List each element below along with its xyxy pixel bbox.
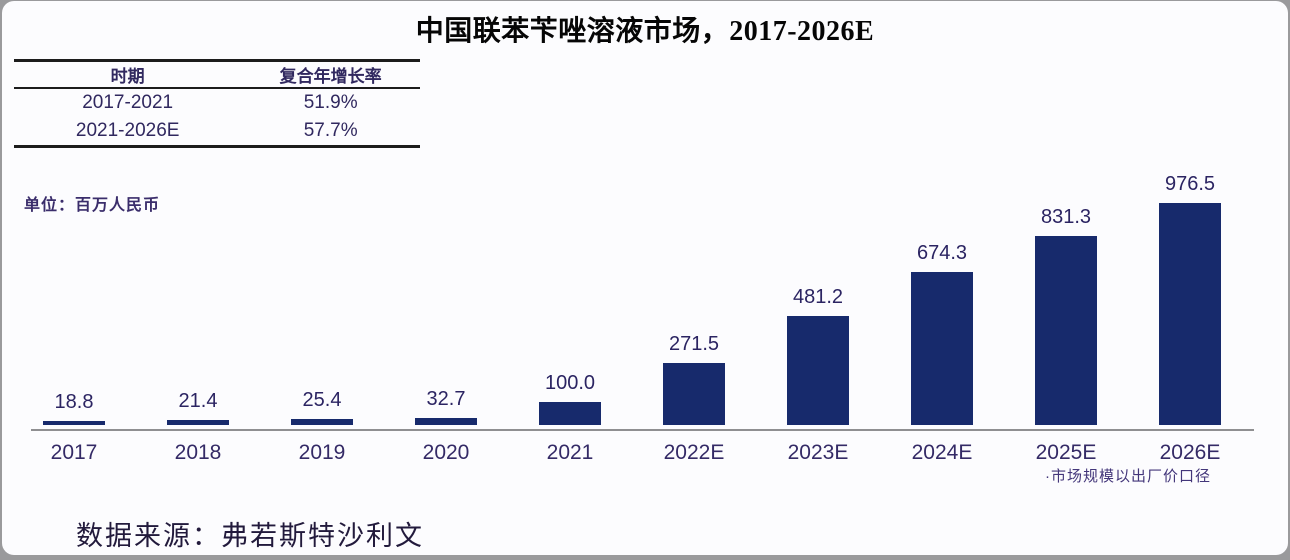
bar-2019 [291, 419, 353, 425]
bar-2024E [911, 271, 973, 425]
bar-2023E [787, 315, 849, 425]
x-tick-label: 2025E [1035, 441, 1097, 464]
bar-value-label: 674.3 [916, 241, 968, 264]
x-axis-line [31, 429, 1254, 431]
bar-slot: 18.8 [12, 165, 136, 425]
table-row: 2021-2026E 57.7% [14, 117, 420, 145]
cagr-rate-cell: 51.9% [303, 92, 358, 113]
bar-slot: 674.3 [880, 165, 1004, 425]
bar-value-label: 481.2 [792, 285, 844, 308]
cagr-period-cell: 2017-2021 [82, 92, 174, 113]
cagr-table: 时期 复合年增长率 2017-2021 51.9% 2021-2026E 57.… [14, 59, 420, 148]
cagr-rate-cell: 57.7% [303, 120, 358, 141]
cagr-header-period: 时期 [110, 67, 145, 86]
bar-value-label: 25.4 [302, 389, 342, 412]
bar-value-label: 100.0 [544, 372, 596, 395]
bar-value-label: 976.5 [1164, 173, 1216, 195]
table-row: 2017-2021 51.9% [14, 89, 420, 117]
bar-slot: 481.2 [756, 165, 880, 425]
x-tick-label: 2020 [422, 441, 470, 464]
bar-slot: 25.4 [260, 165, 384, 425]
bar-value-label: 21.4 [178, 390, 218, 413]
bar-slot: 976.5 [1128, 165, 1252, 425]
bar-slot: 271.5 [632, 165, 756, 425]
bar-value-label: 271.5 [668, 333, 720, 356]
data-source: 数据来源：弗若斯特沙利文 [76, 521, 424, 551]
x-tick-label: 2018 [174, 441, 222, 464]
cagr-period-cell: 2021-2026E [75, 120, 180, 141]
cagr-table-header-row: 时期 复合年增长率 [14, 62, 420, 89]
x-tick-label: 2021 [546, 441, 594, 464]
bar-2025E [1035, 236, 1097, 425]
unit-label: 单位：百万人民币 [24, 197, 161, 214]
bar-value-label: 32.7 [426, 387, 466, 410]
bar-slot: 100.0 [508, 165, 632, 425]
bar-2026E [1159, 203, 1221, 425]
bar-slot: 32.7 [384, 165, 508, 425]
bar-slot: 831.3 [1004, 165, 1128, 425]
cagr-header-rate: 复合年增长率 [279, 67, 382, 86]
footnote: ·市场规模以出厂价口径 [1045, 468, 1211, 485]
bar-slot: 21.4 [136, 165, 260, 425]
bar-value-label: 831.3 [1040, 206, 1092, 228]
x-tick-label: 2026E [1159, 441, 1221, 464]
bar-2018 [167, 420, 229, 425]
x-tick-label: 2019 [298, 441, 346, 464]
bar-2021 [539, 402, 601, 425]
x-tick-label: 2023E [787, 441, 849, 464]
bar-value-label: 18.8 [54, 390, 94, 413]
x-tick-label: 2017 [50, 441, 98, 464]
bar-2022E [663, 363, 725, 425]
x-tick-label: 2022E [663, 441, 725, 464]
bar-2017 [43, 420, 105, 425]
chart-title: 中国联苯苄唑溶液市场，2017-2026E [415, 16, 875, 47]
x-tick-label: 2024E [911, 441, 973, 464]
bar-2020 [415, 417, 477, 425]
